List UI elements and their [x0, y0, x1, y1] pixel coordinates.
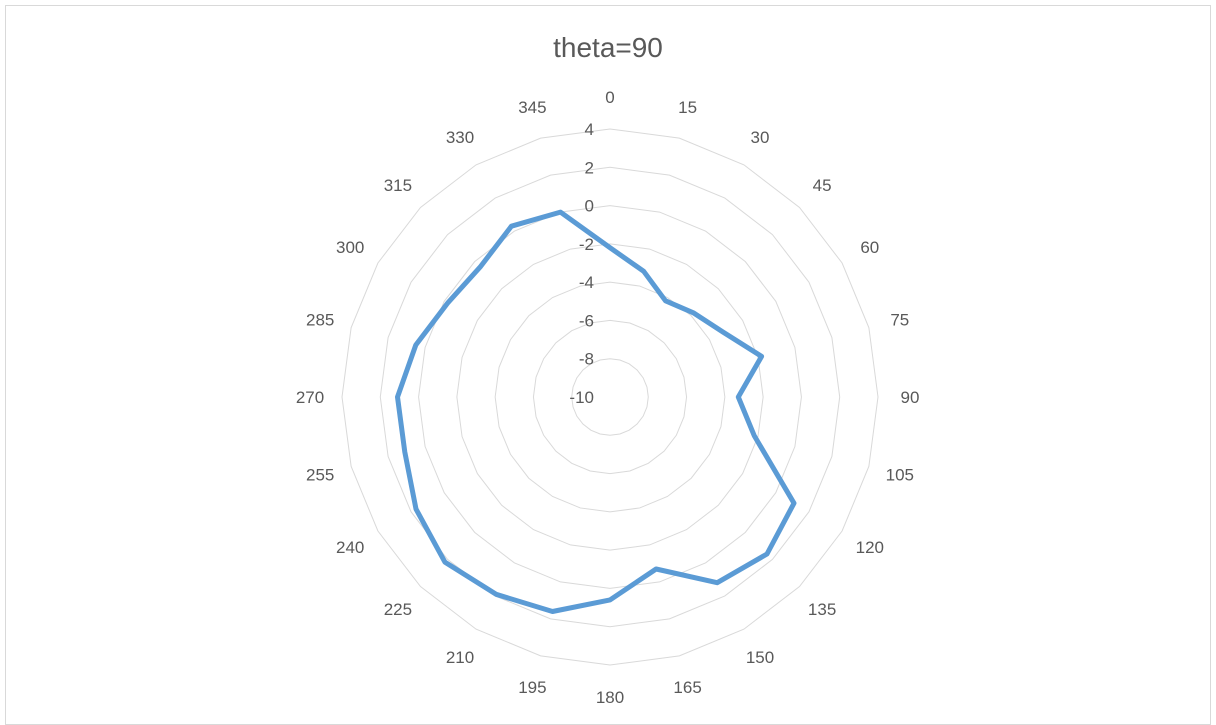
series-layer	[397, 212, 794, 612]
angle-label: 15	[678, 98, 697, 117]
angle-label: 60	[860, 238, 879, 257]
radial-tick-label: -4	[579, 273, 594, 292]
grid-ring	[495, 282, 725, 512]
angle-label: 240	[336, 538, 364, 557]
angle-label: 315	[384, 176, 412, 195]
angle-label: 255	[306, 466, 334, 485]
grid-ring	[342, 129, 878, 665]
angle-label: 135	[808, 600, 836, 619]
angle-label: 75	[890, 310, 909, 329]
angle-label: 195	[518, 678, 546, 697]
angle-label: 30	[751, 128, 770, 147]
radial-tick-label: 4	[585, 120, 594, 139]
angle-label: 285	[306, 310, 334, 329]
radial-tick-label: 0	[585, 197, 594, 216]
grid-ring	[457, 244, 763, 550]
angle-label: 345	[518, 98, 546, 117]
angle-label: 330	[446, 128, 474, 147]
angle-label: 0	[605, 88, 614, 107]
radial-tick-label: -8	[579, 350, 594, 369]
grid-ring	[533, 320, 686, 473]
angle-label: 270	[296, 388, 324, 407]
radial-tick-label: -10	[569, 388, 594, 407]
angle-label: 210	[446, 648, 474, 667]
angle-label: 165	[673, 678, 701, 697]
series-line	[398, 212, 795, 611]
radial-tick-label: -2	[579, 235, 594, 254]
angle-label: 105	[886, 466, 914, 485]
angle-labels: 0153045607590105120135150165180195210225…	[296, 88, 920, 707]
angle-label: 225	[384, 600, 412, 619]
angle-label: 300	[336, 238, 364, 257]
radial-tick-labels: 4 2 0 -2 -4 -6 -8 -10	[569, 120, 594, 407]
radial-tick-label: 2	[585, 158, 594, 177]
angle-label: 180	[596, 688, 624, 707]
radial-tick-label: -6	[579, 311, 594, 330]
angle-label: 45	[813, 176, 832, 195]
radar-grid	[342, 129, 878, 665]
angle-label: 120	[856, 538, 884, 557]
grid-ring	[380, 167, 839, 626]
grid-ring	[419, 206, 802, 589]
angle-label: 90	[901, 388, 920, 407]
angle-label: 150	[746, 648, 774, 667]
